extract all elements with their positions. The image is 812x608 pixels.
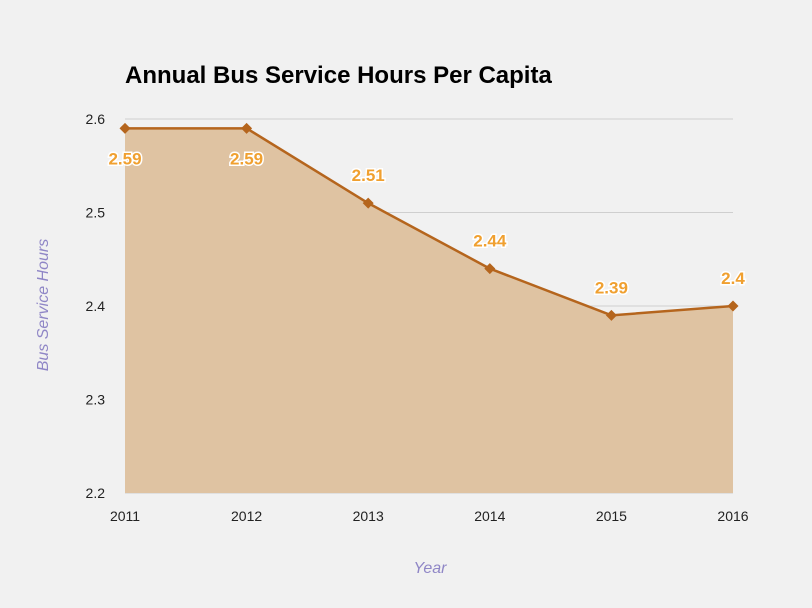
data-point-marker <box>484 263 496 275</box>
x-tick-label: 2012 <box>231 508 262 524</box>
y-axis-ticks: 2.2 2.3 2.4 2.5 2.6 <box>86 111 106 501</box>
chart-title: Annual Bus Service Hours Per Capita <box>125 62 552 89</box>
x-axis-ticks: 2011 2012 2013 2014 2015 2016 <box>110 508 749 524</box>
y-tick-label: 2.5 <box>86 205 106 221</box>
data-point-marker <box>119 122 131 134</box>
data-point-marker <box>727 300 739 312</box>
data-point-marker <box>362 197 374 209</box>
y-tick-label: 2.2 <box>86 485 106 501</box>
data-point-marker <box>241 122 253 134</box>
data-point-marker <box>605 309 617 321</box>
series-line <box>125 127 734 317</box>
y-tick-label: 2.3 <box>86 392 106 408</box>
x-tick-label: 2011 <box>110 508 140 524</box>
data-labels: 2.59 2.59 2.51 2.44 2.39 2.4 <box>107 148 747 299</box>
data-markers <box>119 122 739 321</box>
x-tick-label: 2014 <box>474 508 505 524</box>
data-label: 2.4 <box>721 269 745 288</box>
data-label: 2.44 <box>473 232 507 251</box>
area-layer <box>125 127 734 493</box>
y-axis-title: Bus Service Hours <box>35 239 52 372</box>
data-label: 2.59 <box>230 149 263 168</box>
area-fill <box>125 128 733 493</box>
data-label: 2.59 <box>108 149 141 168</box>
data-label: 2.51 <box>352 166 385 185</box>
x-tick-label: 2013 <box>353 508 384 524</box>
y-tick-label: 2.4 <box>86 298 106 314</box>
data-label: 2.39 <box>595 278 628 297</box>
y-tick-label: 2.6 <box>86 111 106 127</box>
x-axis-title: Year <box>414 560 448 577</box>
x-tick-label: 2015 <box>596 508 627 524</box>
x-tick-label: 2016 <box>717 508 748 524</box>
